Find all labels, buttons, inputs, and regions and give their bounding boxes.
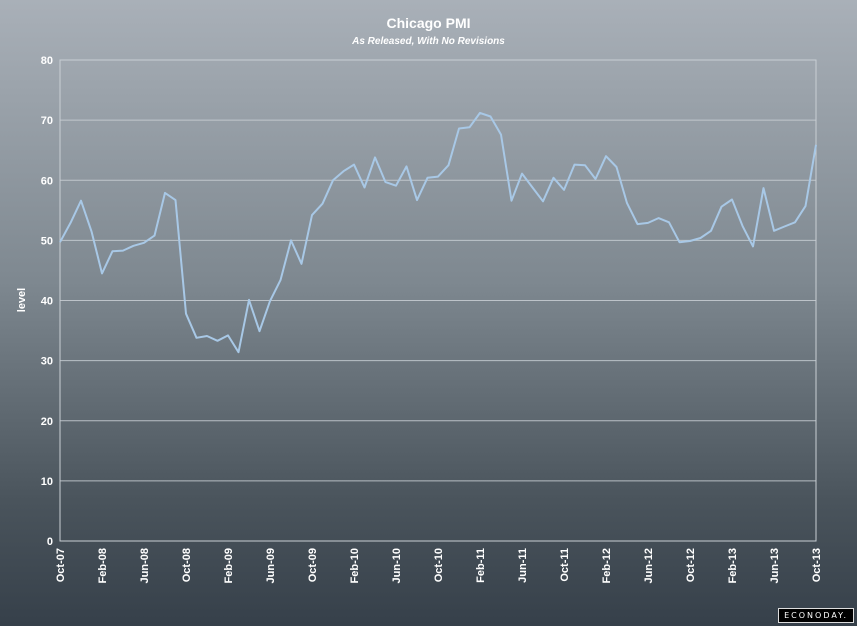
x-tick-label: Feb-13 [727, 548, 739, 583]
x-tick-label: Oct-10 [433, 548, 445, 582]
chart-title: Chicago PMI [386, 15, 471, 31]
x-tick-label: Feb-09 [223, 548, 235, 583]
econoday-logo: ECONODAY. [778, 608, 854, 623]
x-tick-label: Oct-13 [811, 548, 823, 582]
y-tick-labels: 0 10 20 30 40 50 60 70 80 [41, 55, 53, 548]
series-line [59, 111, 817, 354]
x-tick-label: Oct-07 [55, 548, 67, 582]
chart-subtitle: As Released, With No Revisions [352, 36, 505, 47]
x-tick-label: Feb-11 [475, 548, 487, 583]
x-tick-label: Feb-12 [601, 548, 613, 583]
y-tick-label: 20 [41, 416, 53, 428]
x-tick-label: Oct-11 [559, 548, 571, 582]
x-tick-label: Jun-12 [643, 548, 655, 583]
y-tick-label: 40 [41, 296, 53, 308]
x-tick-label: Jun-10 [391, 548, 403, 583]
x-tick-label: Oct-12 [685, 548, 697, 582]
gridlines [59, 59, 817, 542]
y-tick-label: 70 [41, 115, 53, 127]
x-tick-label: Jun-08 [139, 548, 151, 583]
x-tick-labels: Oct-07 Feb-08 Jun-08 Oct-08 Feb-09 Jun-09 Oct-… [55, 548, 823, 583]
x-tick-label: Jun-09 [265, 548, 277, 583]
y-tick-label: 80 [41, 55, 53, 67]
x-tick-label: Oct-09 [307, 548, 319, 582]
x-tick-label: Jun-13 [769, 548, 781, 583]
x-tick-label: Oct-08 [181, 548, 193, 582]
y-tick-label: 50 [41, 235, 53, 247]
y-tick-label: 30 [41, 356, 53, 368]
data-points [59, 112, 817, 353]
y-tick-label: 60 [41, 175, 53, 187]
y-tick-label: 10 [41, 476, 53, 488]
x-tick-label: Jun-11 [517, 548, 529, 583]
x-tick-label: Feb-10 [349, 548, 361, 583]
x-tick-label: Feb-08 [97, 548, 109, 583]
y-tick-label: 0 [47, 536, 53, 548]
